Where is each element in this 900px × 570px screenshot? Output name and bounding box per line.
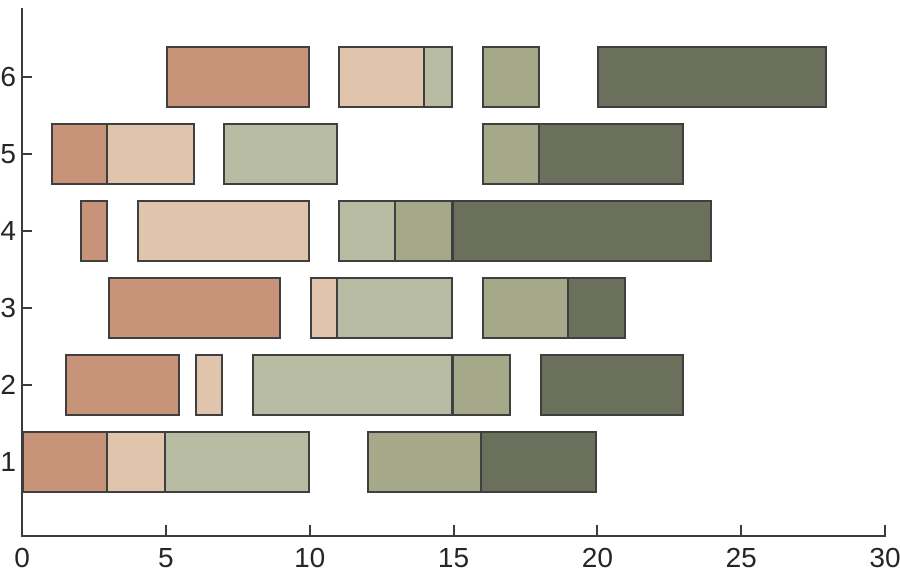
bar-segment-row3-salmon (108, 277, 281, 339)
x-tick-label: 30 (869, 542, 900, 570)
bar-segment-row2-salmon (65, 354, 181, 416)
x-tick-label: 20 (581, 542, 613, 570)
bar-segment-row4-dark_olive (451, 200, 713, 262)
bar-segment-row2-sage (451, 354, 512, 416)
y-tick (22, 384, 32, 386)
bar-segment-row6-salmon (165, 46, 310, 108)
bar-segment-row4-sage (393, 200, 454, 262)
x-tick (452, 525, 455, 535)
x-tick (884, 525, 886, 535)
x-tick (308, 525, 311, 535)
bar-segment-row1-light_sage (163, 431, 310, 493)
bar-segment-row3-blush (309, 277, 339, 339)
bar-segment-row5-salmon (50, 123, 109, 185)
y-tick-label: 1 (0, 446, 16, 477)
bar-segment-row4-salmon (79, 200, 109, 262)
x-tick-label: 25 (725, 542, 757, 570)
bar-segment-row3-dark_olive (566, 277, 627, 339)
bar-segment-row1-blush (106, 431, 166, 493)
bar-segment-row2-dark_olive (539, 354, 684, 416)
bar-segment-row1-dark_olive (480, 431, 598, 493)
y-tick-label: 5 (0, 138, 16, 169)
x-tick (596, 525, 599, 535)
y-axis (21, 8, 23, 537)
x-tick-label: 0 (14, 542, 30, 570)
y-tick (22, 76, 32, 78)
x-tick (740, 525, 743, 535)
bar-segment-row6-light_sage (422, 46, 454, 108)
bar-segment-row5-dark_olive (537, 123, 684, 185)
bar-segment-row3-sage (482, 277, 569, 339)
bar-segment-row5-blush (106, 123, 195, 185)
bar-segment-row4-blush (137, 200, 310, 262)
y-tick-label: 6 (0, 61, 16, 92)
bar-segment-row2-light_sage (252, 354, 454, 416)
bar-segment-row6-dark_olive (597, 46, 828, 108)
x-axis (21, 535, 886, 537)
bar-segment-row6-sage (482, 46, 540, 108)
y-tick (22, 230, 32, 232)
x-tick-label: 15 (437, 542, 470, 570)
bar-segment-row1-salmon (22, 431, 109, 493)
bar-segment-row1-sage (367, 431, 483, 493)
bar-segment-row2-blush (194, 354, 224, 416)
bar-segment-row6-blush (338, 46, 425, 108)
y-tick-label: 2 (0, 369, 16, 400)
y-tick (22, 153, 32, 155)
bar-segment-row5-light_sage (223, 123, 339, 185)
y-tick-label: 4 (0, 215, 16, 246)
bar-segment-row4-light_sage (338, 200, 396, 262)
x-tick (164, 525, 167, 535)
y-tick (22, 307, 32, 309)
y-tick-label: 3 (0, 292, 16, 323)
x-tick-label: 5 (158, 542, 174, 570)
bar-segment-row5-sage (482, 123, 540, 185)
x-tick (21, 525, 23, 535)
bar-segment-row3-light_sage (336, 277, 454, 339)
x-tick-label: 10 (294, 542, 326, 570)
